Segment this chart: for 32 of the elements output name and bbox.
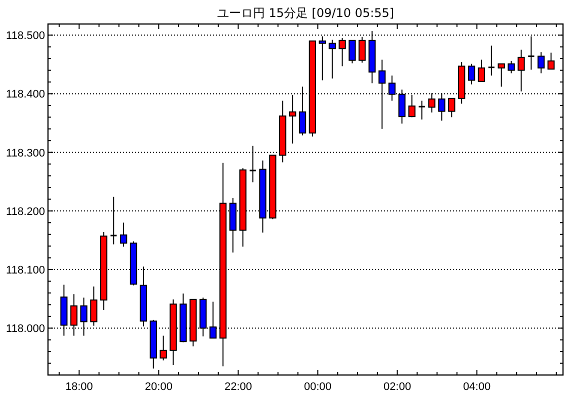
x-tick-label: 04:00 <box>463 381 491 393</box>
candlestick <box>547 52 555 70</box>
y-tick-label: 118.400 <box>6 88 45 101</box>
candlestick <box>518 49 525 92</box>
candlestick <box>318 36 326 81</box>
candlestick <box>478 59 486 82</box>
y-tick-label: 118.500 <box>6 30 45 42</box>
candlestick <box>448 98 456 118</box>
candlestick <box>438 92 446 122</box>
candlestick <box>160 335 167 361</box>
x-tick-label: 22:00 <box>224 381 252 393</box>
x-tick-label: 00:00 <box>304 381 332 393</box>
candlestick <box>488 45 496 76</box>
candlestick <box>338 38 346 67</box>
candlestick <box>328 39 336 79</box>
candlestick <box>358 36 366 64</box>
y-tick-label: 118.300 <box>6 147 45 160</box>
x-tick-label: 18:00 <box>65 381 93 393</box>
y-tick-label: 118.200 <box>6 206 45 218</box>
candlestick <box>418 100 426 120</box>
candlestick <box>538 52 545 74</box>
x-tick-label: 02:00 <box>384 381 412 393</box>
y-tick-label: 118.100 <box>6 264 45 277</box>
candlestick <box>498 63 505 88</box>
candlestick <box>288 94 296 144</box>
candlestick <box>508 60 515 74</box>
y-tick-label: 118.000 <box>6 323 45 336</box>
candlestick <box>120 222 128 248</box>
candlestick <box>468 63 476 85</box>
x-tick-label: 20:00 <box>144 381 172 393</box>
chart-title: ユーロ円 15分足 [09/10 05:55] <box>216 6 394 20</box>
candlestick <box>348 40 356 64</box>
